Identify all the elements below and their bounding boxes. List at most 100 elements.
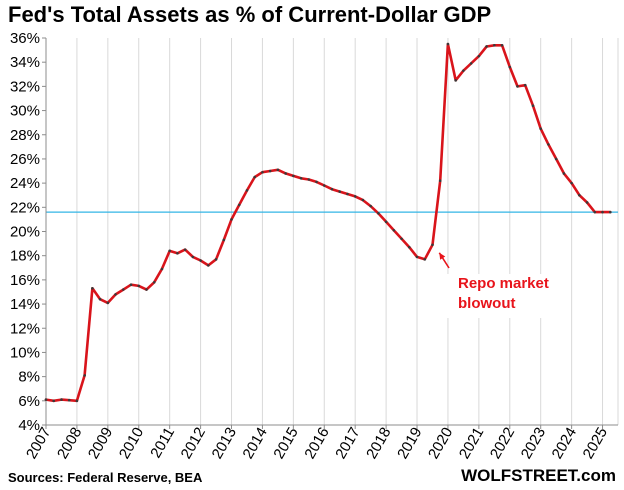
data-point xyxy=(307,178,311,181)
data-point xyxy=(608,210,612,214)
data-point xyxy=(377,212,380,215)
data-point xyxy=(454,79,457,82)
data-point xyxy=(353,195,357,198)
data-point xyxy=(322,184,326,187)
y-tick-label: 36% xyxy=(10,30,40,47)
data-point xyxy=(415,255,419,259)
data-point xyxy=(276,168,280,172)
data-point xyxy=(554,157,558,161)
data-point xyxy=(570,181,573,185)
y-tick-label: 30% xyxy=(10,103,40,120)
y-tick-label: 4% xyxy=(18,417,40,434)
data-point xyxy=(183,248,187,251)
data-point xyxy=(539,127,543,131)
annotation-line-1: Repo market xyxy=(458,275,549,292)
data-point xyxy=(407,245,411,249)
y-tick-label: 32% xyxy=(10,78,40,95)
data-point xyxy=(60,398,63,401)
y-tick-label: 8% xyxy=(18,369,40,386)
data-point xyxy=(176,251,179,255)
data-point xyxy=(346,192,349,196)
data-point xyxy=(330,187,334,191)
data-point xyxy=(384,220,388,224)
data-point xyxy=(245,189,249,192)
data-point xyxy=(523,83,527,87)
data-point xyxy=(462,69,465,72)
data-point xyxy=(268,169,272,173)
x-tick-label: 2022 xyxy=(487,425,518,462)
x-tick-label: 2013 xyxy=(209,425,240,462)
y-tick-label: 24% xyxy=(10,175,40,192)
annotation-backdrop xyxy=(446,274,566,318)
x-tick-label: 2012 xyxy=(178,425,209,462)
axes xyxy=(42,37,618,429)
x-tick-label: 2023 xyxy=(518,425,549,462)
data-point xyxy=(299,176,303,180)
data-point xyxy=(152,280,156,284)
data-point xyxy=(292,174,295,178)
y-tick-label: 26% xyxy=(10,151,40,168)
data-point xyxy=(230,218,233,221)
series-line xyxy=(44,42,612,403)
data-point xyxy=(431,243,434,247)
gridlines xyxy=(76,38,619,425)
data-point xyxy=(207,264,210,267)
data-point xyxy=(485,45,488,48)
tick-labels: 4% 6% 8% 10% 12% 14% 16% 18% 20% 22% 24% 26% 28% 30% 3… xyxy=(10,30,611,462)
y-tick-label: 34% xyxy=(10,54,40,71)
x-tick-label: 2010 xyxy=(116,425,147,462)
x-tick-label: 2017 xyxy=(332,425,363,462)
data-point xyxy=(253,175,257,179)
y-tick-label: 14% xyxy=(10,296,40,313)
data-point xyxy=(400,237,403,241)
data-point xyxy=(562,172,566,175)
data-point xyxy=(222,238,226,242)
x-tick-label: 2020 xyxy=(425,425,456,462)
data-point xyxy=(585,201,589,204)
data-point xyxy=(369,204,372,208)
data-point xyxy=(145,288,148,291)
annotation-arrow-head xyxy=(439,252,446,260)
data-point xyxy=(601,210,604,214)
data-point xyxy=(508,65,512,69)
y-tick-label: 6% xyxy=(18,393,40,410)
data-point xyxy=(91,287,94,290)
y-tick-label: 12% xyxy=(10,320,40,337)
y-tick-label: 20% xyxy=(10,224,40,241)
data-point xyxy=(98,297,102,301)
data-point xyxy=(121,288,125,291)
chart-title: Fed's Total Assets as % of Current-Dolla… xyxy=(8,2,492,27)
x-tick-label: 2018 xyxy=(363,425,394,462)
data-point xyxy=(423,258,427,261)
x-tick-label: 2016 xyxy=(301,425,332,462)
data-point xyxy=(168,249,171,253)
data-point xyxy=(361,198,365,202)
data-point xyxy=(237,203,241,207)
data-point xyxy=(129,283,133,287)
data-point xyxy=(516,85,519,88)
data-point xyxy=(52,399,56,403)
data-point xyxy=(531,104,535,108)
data-point xyxy=(315,180,318,184)
data-point xyxy=(493,43,496,47)
data-point xyxy=(191,255,195,259)
data-point xyxy=(44,398,48,401)
data-point xyxy=(137,284,141,288)
annotation-text: Repo market blowout xyxy=(458,274,549,314)
data-point xyxy=(578,193,581,197)
data-point xyxy=(261,170,264,174)
data-point xyxy=(446,42,450,46)
data-point xyxy=(338,190,342,193)
data-point xyxy=(469,62,473,65)
data-point xyxy=(75,399,79,403)
data-point xyxy=(392,228,396,232)
x-tick-label: 2025 xyxy=(580,425,611,462)
x-tick-label: 2015 xyxy=(270,425,301,462)
x-tick-label: 2014 xyxy=(239,425,270,462)
annotation-group xyxy=(438,252,450,269)
series-group xyxy=(44,42,612,403)
data-point xyxy=(106,301,110,305)
data-point xyxy=(199,259,202,262)
x-tick-label: 2009 xyxy=(85,425,116,462)
